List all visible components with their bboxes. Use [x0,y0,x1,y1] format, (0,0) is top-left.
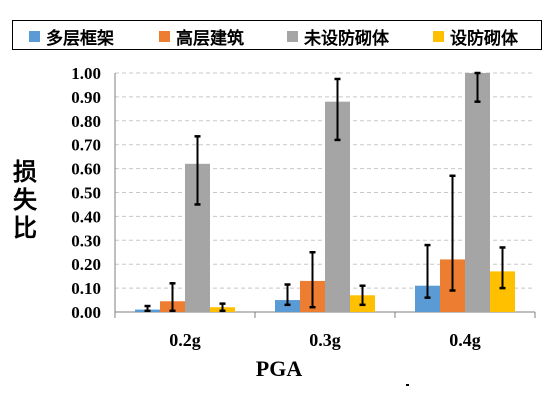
y-tick-label: 0.00 [71,303,101,322]
y-tick-label: 0.40 [71,207,101,226]
stray-mark [406,384,409,386]
y-tick-label: 0.20 [71,255,101,274]
legend-swatch [287,30,298,42]
legend-swatch [29,30,40,42]
legend: 多层框架 高层建筑 未设防砌体 设防砌体 [12,20,542,50]
x-tick-label: 0.4g [449,330,481,350]
legend-label: 高层建筑 [176,28,244,49]
legend-label: 设防砌体 [450,28,518,49]
x-tick-label: 0.3g [309,330,341,350]
legend-swatch [159,30,170,42]
legend-item-unreinforced-masonry: 未设防砌体 [287,25,389,49]
y-tick-label: 0.50 [71,184,101,203]
x-axis-label: PGA [255,356,303,381]
y-tick-label: 0.80 [71,112,101,131]
legend-label: 多层框架 [46,28,114,49]
legend-item-multistory-frame: 多层框架 [29,25,114,49]
y-tick-label: 0.10 [71,279,101,298]
y-tick-label: 1.00 [71,64,101,83]
bar [465,73,490,312]
legend-item-highrise: 高层建筑 [159,25,244,49]
y-tick-label: 0.60 [71,160,101,179]
y-tick-label: 0.70 [71,136,101,155]
legend-swatch [433,30,444,42]
y-tick-label: 0.30 [71,231,101,250]
legend-item-reinforced-masonry: 设防砌体 [433,25,518,49]
legend-label: 未设防砌体 [304,28,389,49]
y-tick-label: 0.90 [71,88,101,107]
x-tick-label: 0.2g [169,330,201,350]
y-axis-label: 损失比 [13,158,37,242]
